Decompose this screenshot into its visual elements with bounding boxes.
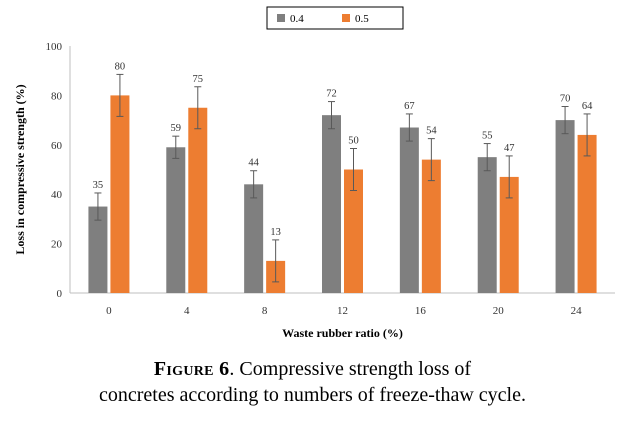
bar-series-0.5 bbox=[499, 176, 519, 293]
caption-line-2: concretes according to numbers of freeze… bbox=[98, 384, 526, 406]
bar-series-0.4 bbox=[477, 157, 497, 293]
data-label: 47 bbox=[504, 143, 515, 154]
data-label: 80 bbox=[115, 61, 126, 72]
x-tick-label: 16 bbox=[415, 305, 427, 317]
legend-label: 0.4 bbox=[290, 13, 304, 25]
y-tick-label: 80 bbox=[51, 90, 63, 102]
caption-figure-number: Figure 6 bbox=[153, 358, 230, 380]
caption-text: . Compressive strength loss of bbox=[229, 358, 472, 380]
bars: 35 59 44 72 67 55 70 80 75 13 50 54 47 64 bbox=[88, 61, 597, 294]
data-label: 70 bbox=[560, 94, 571, 105]
bar-series-0.4 bbox=[244, 184, 264, 293]
bar-chart: 0.4 0.5 0 20 40 60 80 100 0 4 8 12 16 20 24 35 59 44 72… bbox=[13, 6, 615, 340]
bar-series-0.4 bbox=[88, 206, 108, 293]
data-label: 44 bbox=[248, 158, 259, 169]
y-axis: 0 20 40 60 80 100 bbox=[46, 41, 71, 300]
data-label: 54 bbox=[426, 126, 437, 137]
x-tick-label: 12 bbox=[337, 305, 348, 317]
legend: 0.4 0.5 bbox=[266, 6, 404, 30]
data-label: 13 bbox=[270, 227, 281, 238]
bar-series-0.5 bbox=[344, 169, 363, 293]
data-label: 50 bbox=[348, 136, 359, 147]
x-tick-label: 24 bbox=[571, 305, 583, 317]
x-tick-label: 0 bbox=[106, 305, 112, 317]
bar-series-0.5 bbox=[188, 107, 208, 293]
data-label: 75 bbox=[193, 74, 204, 85]
y-tick-label: 60 bbox=[51, 140, 63, 152]
bar-series-0.4 bbox=[322, 115, 341, 293]
legend-swatch-0.5 bbox=[342, 14, 350, 22]
x-axis-title: Waste rubber ratio (%) bbox=[282, 326, 403, 340]
bar-series-0.5 bbox=[577, 134, 597, 293]
y-tick-label: 100 bbox=[46, 41, 63, 53]
y-tick-label: 40 bbox=[51, 189, 63, 201]
bar-series-0.4 bbox=[399, 127, 419, 293]
legend-label: 0.5 bbox=[355, 13, 369, 25]
x-tick-label: 20 bbox=[493, 305, 505, 317]
caption-line-1: Figure 6. Compressive strength loss of bbox=[0, 356, 625, 382]
data-label: 35 bbox=[93, 180, 104, 191]
data-label: 72 bbox=[326, 89, 337, 100]
y-tick-label: 0 bbox=[57, 288, 63, 300]
x-tick-label: 8 bbox=[262, 305, 268, 317]
y-tick-label: 20 bbox=[51, 239, 63, 251]
data-label: 55 bbox=[482, 131, 493, 142]
bar-series-0.4 bbox=[166, 147, 186, 293]
y-axis-title: Loss in compressive strength (%) bbox=[13, 84, 27, 254]
data-label: 59 bbox=[171, 123, 182, 134]
x-axis: 0 4 8 12 16 20 24 bbox=[70, 292, 615, 317]
x-tick-label: 4 bbox=[184, 305, 190, 317]
figure-caption: Figure 6. Compressive strength loss of c… bbox=[0, 356, 625, 408]
data-label: 67 bbox=[404, 101, 415, 112]
data-label: 64 bbox=[582, 101, 593, 112]
legend-swatch-0.4 bbox=[277, 14, 285, 22]
bar-series-0.5 bbox=[421, 159, 441, 293]
bar-series-0.4 bbox=[555, 120, 575, 293]
legend-box bbox=[266, 6, 404, 30]
bar-series-0.5 bbox=[110, 95, 130, 294]
